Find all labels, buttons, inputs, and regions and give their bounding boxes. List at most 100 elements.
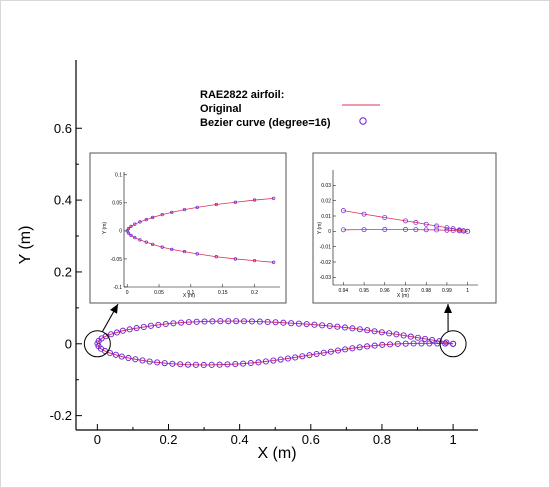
inset-trailing-edge-x-tick-label: 1 (466, 288, 469, 294)
inset-trailing-edge-bezier-point (361, 211, 367, 217)
bezier-point (255, 359, 262, 366)
bezier-point (264, 318, 271, 325)
inset-leading-edge-bezier-point (214, 255, 218, 259)
inset-trailing-edge-bezier-point (340, 208, 346, 214)
inset-trailing-edge-x-tick-label: 0.95 (359, 288, 369, 294)
x-tick-label: 0.4 (231, 432, 249, 447)
bezier-point (101, 347, 109, 355)
inset-leading-edge-series-line (126, 197, 274, 263)
y-tick-label: 0.4 (54, 193, 72, 208)
bezier-point (341, 324, 349, 331)
inset-leading-edge-y-tick-label: 0.05 (112, 201, 122, 207)
bezier-point (208, 361, 215, 368)
bezier-point (442, 340, 449, 347)
legend: RAE2822 airfoil: Original Bezier curve (… (200, 89, 380, 129)
bezier-point (272, 319, 279, 326)
trailing-edge-arrow-head (444, 304, 453, 314)
inset-trailing-edge-x-tick-label: 0.99 (442, 288, 452, 294)
inset-trailing-edge-x-label: X (m) (397, 293, 410, 299)
bezier-point (371, 342, 378, 349)
bezier-point (107, 331, 115, 338)
bezier-point (400, 332, 407, 339)
bezier-point (216, 361, 223, 368)
bezier-point (132, 356, 139, 363)
bezier-point (299, 353, 306, 360)
inset-leading-edge-y-tick-label: 0 (119, 229, 122, 235)
bezier-point (295, 320, 302, 327)
bezier-point (178, 319, 185, 326)
inset-trailing-edge-bezier-point (382, 227, 388, 232)
bezier-point (313, 350, 320, 358)
x-tick-label: 0.6 (302, 432, 320, 447)
bezier-point (240, 360, 247, 367)
x-axis-label: X (m) (257, 445, 296, 462)
inset-trailing-edge-bezier-point (423, 227, 429, 233)
bezier-point (106, 349, 114, 357)
bezier-point (262, 358, 269, 365)
legend-entry-bezier: Bezier curve (degree=16) (200, 117, 331, 129)
inset-trailing-edge-y-label: Y (m) (317, 222, 323, 234)
bezier-point (418, 340, 425, 347)
inset-leading-edge-x-tick-label: 0.2 (251, 290, 258, 296)
inset-leading-edge-bezier-point (271, 196, 276, 201)
inset-trailing-edge-bezier-point (361, 227, 367, 233)
inset-leading-edge-x-tick-label: 0.05 (154, 290, 164, 296)
bezier-point (112, 351, 119, 358)
bezier-point (241, 318, 248, 325)
bezier-point (393, 331, 400, 338)
inset-trailing-edge-bezier-point (434, 227, 440, 233)
inset-leading-edge-bezier-point (129, 224, 133, 229)
inset-trailing-edge-y-tick-label: -0.01 (320, 244, 332, 250)
bezier-point (402, 340, 409, 347)
leading-edge-zoom-circle (83, 330, 111, 358)
y-tick-label: -0.2 (50, 408, 72, 423)
bezier-point (407, 333, 414, 340)
y-tick-label: 0 (65, 336, 72, 351)
inset-trailing-edge-x-tick-label: 0.98 (421, 288, 431, 294)
inset-leading-edge-x-tick-label: 0.1 (187, 290, 194, 296)
inset-trailing-edge-y-tick-label: -0.02 (320, 260, 332, 266)
inset-trailing-edge-bezier-point (444, 225, 450, 231)
inset-leading-edge-bezier-point (144, 218, 148, 222)
airfoil-series (94, 318, 457, 369)
inset-trailing-edge-x-tick-label: 0.96 (380, 288, 390, 294)
x-tick-label: 1 (449, 432, 456, 447)
inset-leading-edge-bezier-point (138, 238, 142, 242)
bezier-point (170, 320, 177, 327)
inset-leading-edge-bezier-point (150, 215, 155, 220)
bezier-point (270, 357, 277, 364)
bezier-point (126, 326, 133, 333)
bezier-point (356, 326, 363, 333)
inset-leading-edge-x-label: X (m) (183, 293, 196, 299)
leading-edge-arrow-head (110, 304, 118, 314)
bezier-point (193, 318, 200, 325)
bezier-point (209, 318, 216, 325)
bezier-point (371, 328, 378, 335)
inset-trailing-edge-y-tick-label: 0 (328, 229, 331, 235)
legend-title: RAE2822 airfoil: (200, 89, 284, 101)
bezier-point (284, 355, 292, 362)
inset-trailing-edge-bezier-point (403, 227, 408, 232)
inset-leading-edge-x-tick-label: 0.15 (218, 290, 228, 296)
inset-leading-edge-frame (89, 152, 287, 304)
inset-leading-edge: 0 0.05 0.1 0.15 0.2 -0.1 -0.05 0 0.05 0.1 X (m) Y… (89, 152, 287, 304)
bezier-point (342, 346, 349, 353)
bezier-point (155, 321, 162, 328)
bezier-point (319, 322, 326, 329)
bezier-point (192, 361, 199, 368)
bezier-point (277, 356, 284, 363)
bezier-point (443, 339, 450, 346)
bezier-point (147, 322, 154, 329)
bezier-point (311, 321, 318, 328)
bezier-point (232, 361, 239, 368)
bezier-point (334, 347, 342, 354)
bezier-point (306, 352, 313, 359)
inset-leading-edge-bezier-point (252, 198, 257, 202)
bezier-point (410, 340, 417, 347)
x-tick-label: 0.2 (159, 432, 177, 447)
bezier-point (154, 359, 161, 366)
inset-leading-edge-bezier-point (214, 202, 218, 207)
bezier-point (224, 361, 231, 368)
inset-leading-edge-bezier-point (160, 245, 164, 249)
